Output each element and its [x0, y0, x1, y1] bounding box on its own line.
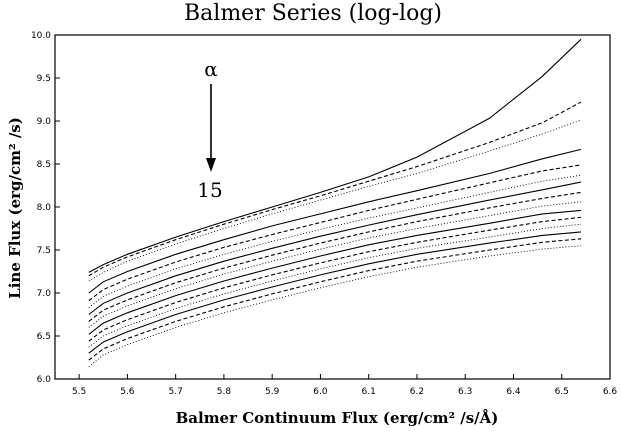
- y-tick-label: 8.5: [37, 160, 51, 170]
- x-tick-label: 5.8: [217, 387, 232, 397]
- series-lines: [88, 38, 582, 368]
- x-tick-label: 6.0: [313, 387, 328, 397]
- series-line-3: [88, 119, 582, 282]
- y-tick-label: 9.5: [37, 74, 51, 84]
- series-line-10: [88, 209, 582, 335]
- series-line-12: [88, 223, 582, 348]
- chart-title: Balmer Series (log-log): [184, 1, 442, 26]
- series-line-11: [88, 216, 582, 342]
- x-tick-label: 6.3: [458, 387, 472, 397]
- x-tick-label: 5.5: [72, 387, 86, 397]
- series-line-8: [88, 191, 582, 322]
- x-tick-label: 6.5: [555, 387, 569, 397]
- y-tick-label: 6.0: [37, 375, 52, 385]
- series-line-2: [88, 101, 582, 277]
- y-tick-label: 6.5: [37, 332, 51, 342]
- annotation-alpha-label: α: [204, 57, 218, 81]
- series-line-15: [88, 245, 582, 368]
- arrow-head-icon: [206, 158, 216, 172]
- x-axis-label: Balmer Continuum Flux (erg/cm² /s/Å): [176, 409, 499, 427]
- y-axis-label: Line Flux (erg/cm² /s): [6, 117, 24, 299]
- x-tick-label: 5.9: [265, 387, 280, 397]
- y-tick-label: 10.0: [31, 31, 51, 41]
- x-tick-label: 6.1: [362, 387, 376, 397]
- x-tick-label: 5.6: [120, 387, 135, 397]
- alpha-to-15-annotation: α 15: [197, 57, 222, 202]
- series-line-13: [88, 231, 582, 354]
- y-tick-label: 8.0: [37, 203, 52, 213]
- y-tick-label: 7.5: [37, 246, 51, 256]
- y-axis-label-group: Line Flux (erg/cm² /s): [6, 117, 24, 299]
- y-tick-label: 7.0: [37, 289, 52, 299]
- series-line-1: [88, 38, 582, 273]
- annotation-15-label: 15: [197, 178, 222, 202]
- series-line-14: [88, 238, 582, 361]
- series-line-7: [88, 181, 582, 315]
- series-line-5: [88, 164, 582, 302]
- y-tick-label: 9.0: [37, 117, 52, 127]
- x-tick-label: 5.7: [168, 387, 182, 397]
- x-tick-label: 6.2: [410, 387, 424, 397]
- x-tick-label: 6.4: [506, 387, 521, 397]
- series-line-4: [88, 148, 582, 294]
- x-tick-label: 6.6: [603, 387, 618, 397]
- axis-ticks: 5.5 5.6 5.7 5.8 5.9 6.0 6.1 6.2 6.3 6.4 6.5 6.6 6.0 6…: [31, 31, 617, 397]
